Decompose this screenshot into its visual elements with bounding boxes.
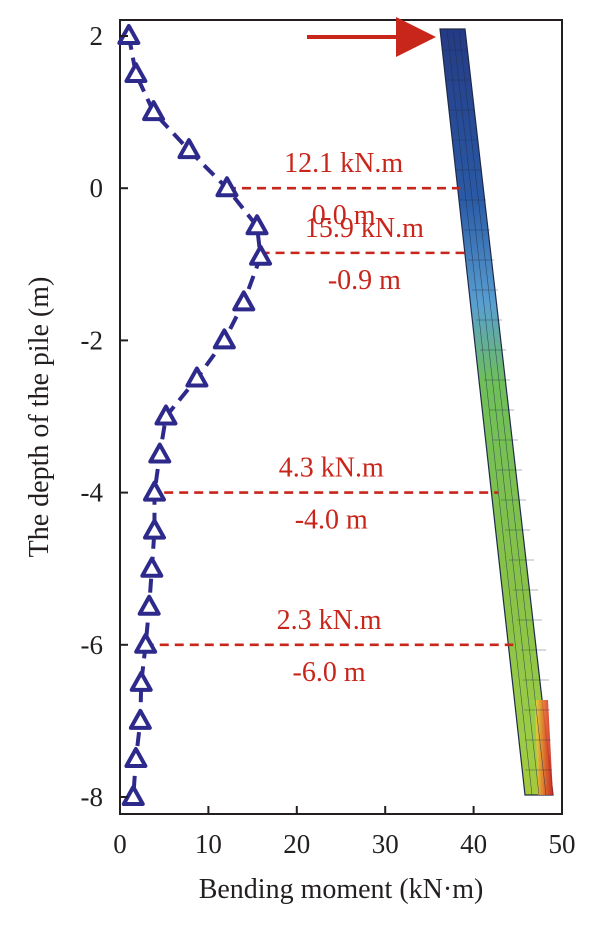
data-point-marker	[245, 214, 269, 236]
y-tick-label: -4	[81, 478, 104, 508]
data-point-marker	[154, 404, 178, 426]
pile-mesh	[442, 28, 552, 796]
data-point-marker	[124, 62, 148, 84]
data-point-marker	[212, 328, 236, 350]
moment-label: 12.1 kN.m	[284, 148, 403, 179]
data-point-marker	[137, 594, 161, 616]
x-axis-title: Bending moment (kN·m)	[199, 874, 484, 905]
data-point-marker	[142, 100, 166, 122]
depth-label: -6.0 m	[293, 657, 366, 688]
x-tick-label: 50	[549, 829, 576, 859]
moment-label: 2.3 kN.m	[277, 605, 382, 636]
pile-contour	[439, 28, 554, 796]
data-point-marker	[215, 176, 239, 198]
data-point-marker	[142, 480, 166, 502]
data-point-marker	[134, 632, 158, 654]
y-tick-label: 2	[90, 21, 104, 51]
x-tick-label: 30	[372, 829, 399, 859]
x-tick-label: 40	[460, 829, 487, 859]
data-point-marker	[142, 518, 166, 540]
y-tick-label: 0	[90, 173, 104, 203]
data-point-marker	[249, 244, 273, 266]
y-tick-label: -2	[81, 325, 104, 355]
depth-label: -0.9 m	[328, 265, 401, 296]
annotation-layer: 12.1 kN.m 0.0 m15.9 kN.m -0.9 m 4.3 kN.m -4.…	[144, 148, 514, 688]
series-layer	[117, 24, 273, 806]
data-point-marker	[185, 366, 209, 388]
x-tick-label: 20	[283, 829, 310, 859]
pile-tip-stress	[535, 700, 553, 795]
depth-label: -4.0 m	[295, 505, 368, 536]
moment-label: 4.3 kN.m	[279, 453, 384, 484]
y-tick-label: -8	[81, 782, 104, 812]
data-point-marker	[128, 708, 152, 730]
data-point-marker	[121, 785, 145, 806]
data-point-marker	[117, 24, 141, 45]
x-tick-label: 0	[113, 829, 127, 859]
y-tick-label: -6	[81, 630, 104, 660]
data-point-marker	[124, 746, 148, 768]
data-point-marker	[140, 556, 164, 578]
y-axis-title: The depth of the pile (m)	[24, 277, 55, 558]
data-point-marker	[232, 290, 256, 312]
depth-label: 0.0 m	[312, 200, 376, 231]
data-point-marker	[177, 138, 201, 160]
plot-frame	[119, 19, 563, 815]
data-point-marker	[129, 670, 153, 692]
x-tick-label: 10	[195, 829, 222, 859]
data-point-marker	[148, 442, 172, 464]
moment-label: 15.9 kN.m	[305, 213, 424, 244]
